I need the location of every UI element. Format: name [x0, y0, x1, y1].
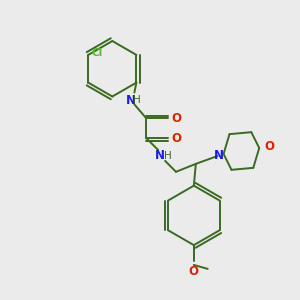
Text: N: N: [214, 149, 224, 162]
Text: O: O: [171, 112, 181, 125]
Text: O: O: [171, 132, 181, 145]
Text: H: H: [164, 151, 172, 161]
Text: H: H: [134, 95, 141, 106]
Text: O: O: [189, 265, 199, 278]
Text: O: O: [264, 140, 274, 152]
Text: N: N: [125, 94, 135, 107]
Text: Cl: Cl: [91, 48, 103, 58]
Text: N: N: [155, 149, 165, 162]
